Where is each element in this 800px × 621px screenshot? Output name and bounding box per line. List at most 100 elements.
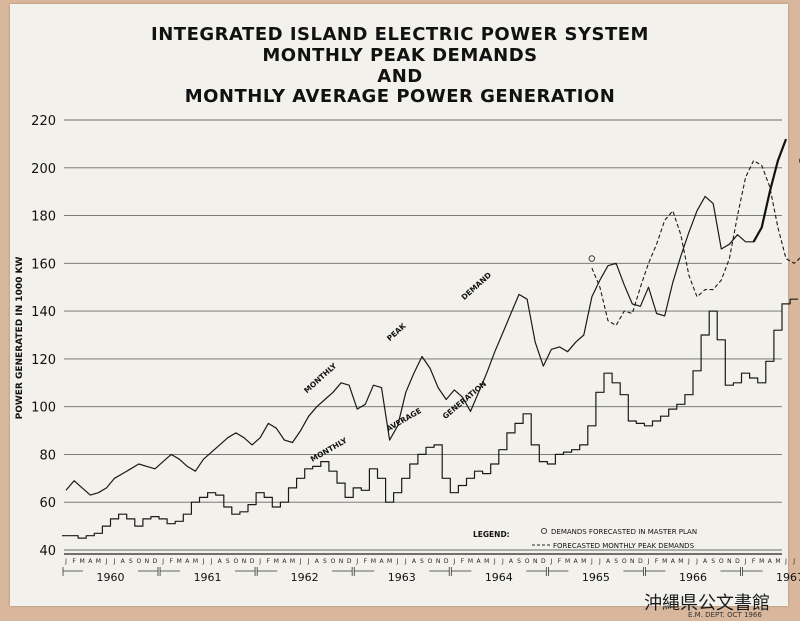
y-tick-label: 140 — [31, 305, 56, 320]
x-month-label: J — [493, 558, 496, 565]
x-month-label: M — [484, 558, 489, 565]
x-month-label: S — [711, 558, 715, 565]
x-month-label: A — [121, 558, 126, 565]
legend-entry: DEMANDS FORECASTED IN MASTER PLAN — [551, 528, 697, 536]
legend-entry: FORECASTED MONTHLY PEAK DEMANDS — [553, 542, 695, 550]
x-month-label: O — [622, 558, 627, 565]
x-month-label: N — [339, 558, 344, 565]
x-month-label: N — [242, 558, 247, 565]
x-month-label: A — [218, 558, 223, 565]
x-month-label: M — [96, 558, 101, 565]
x-year-label: 1963 — [388, 571, 416, 584]
legend-marker-circle — [540, 527, 548, 535]
x-month-label: M — [177, 558, 182, 565]
x-month-label: M — [662, 558, 667, 565]
x-month-label: F — [752, 558, 756, 565]
x-year-label: 1962 — [291, 571, 319, 584]
x-month-label: M — [274, 558, 279, 565]
series-annotations: MONTHLY PEAK DEMAND MONTHLY AVERAGE GENERATIO… — [302, 270, 493, 463]
x-month-label: A — [88, 558, 93, 565]
year-bracket — [62, 567, 159, 576]
x-month-label: F — [169, 558, 173, 565]
series-line-generation — [62, 298, 799, 539]
y-tick-label: 220 — [31, 114, 56, 129]
y-tick-label: 100 — [31, 401, 56, 416]
x-month-label: O — [428, 558, 433, 565]
x-month-label: D — [444, 558, 449, 565]
x-month-label: D — [541, 558, 546, 565]
y-axis-label: POWER GENERATED IN 1000 KW — [15, 257, 25, 420]
x-month-label: M — [678, 558, 683, 565]
x-month-label: O — [331, 558, 336, 565]
x-month-label: F — [558, 558, 562, 565]
x-month-label: M — [759, 558, 764, 565]
x-month-label: A — [477, 558, 482, 565]
x-month-label: M — [468, 558, 473, 565]
x-year-label: 1960 — [96, 571, 124, 584]
year-bracket — [256, 567, 353, 576]
x-year-label: 1965 — [582, 571, 610, 584]
x-month-label: D — [638, 558, 643, 565]
x-month-label: A — [703, 558, 708, 565]
x-month-label: J — [695, 558, 698, 565]
x-month-label: A — [282, 558, 287, 565]
series-annotation: AVERAGE — [385, 406, 423, 433]
x-month-label: A — [379, 558, 384, 565]
x-month-label: J — [647, 558, 650, 565]
x-month-label: O — [234, 558, 239, 565]
x-month-label: J — [258, 558, 261, 565]
series-line-forecast — [591, 160, 800, 326]
x-month-label: J — [784, 558, 787, 565]
year-bracket — [742, 567, 763, 576]
series-layer — [62, 138, 800, 539]
x-month-label: A — [185, 558, 190, 565]
x-month-label: J — [792, 558, 795, 565]
chart-title-line-4: MONTHLY AVERAGE POWER GENERATION — [184, 86, 616, 107]
x-month-label: D — [347, 558, 352, 565]
x-month-label: S — [614, 558, 618, 565]
x-month-label: J — [210, 558, 213, 565]
y-tick-label: 40 — [39, 544, 56, 559]
x-month-label: J — [105, 558, 108, 565]
x-month-label: S — [323, 558, 327, 565]
x-month-label: N — [727, 558, 732, 565]
x-year-label: 1964 — [485, 571, 513, 584]
x-month-label: A — [509, 558, 514, 565]
x-month-label: J — [299, 558, 302, 565]
x-month-label: J — [307, 558, 310, 565]
x-month-label: J — [396, 558, 399, 565]
year-bracket — [159, 567, 256, 576]
series-annotation: MONTHLY — [309, 436, 349, 464]
x-month-label: J — [64, 558, 67, 565]
x-month-label: N — [436, 558, 441, 565]
x-month-label: S — [129, 558, 133, 565]
x-month-label: A — [412, 558, 417, 565]
x-month-label: J — [113, 558, 116, 565]
x-month-label: J — [501, 558, 504, 565]
x-month-label: S — [226, 558, 230, 565]
grid — [64, 119, 782, 551]
x-month-label: J — [355, 558, 358, 565]
x-month-label: F — [655, 558, 659, 565]
x-month-label: J — [590, 558, 593, 565]
x-month-label: F — [267, 558, 271, 565]
master-plan-point — [588, 255, 596, 262]
year-bracket — [450, 567, 547, 576]
year-bracket — [645, 567, 741, 576]
x-month-label: D — [735, 558, 740, 565]
y-tick-label: 120 — [31, 353, 56, 368]
x-month-label: J — [598, 558, 601, 565]
x-month-label: A — [315, 558, 320, 565]
x-month-label: M — [565, 558, 570, 565]
x-month-label: J — [404, 558, 407, 565]
x-month-label: D — [250, 558, 255, 565]
series-line-peak-recent — [752, 138, 788, 243]
y-tick-label: 60 — [39, 496, 56, 511]
y-tick-label: 200 — [31, 162, 56, 177]
x-month-label: F — [72, 558, 76, 565]
series-annotation: GENERATION — [441, 379, 488, 421]
x-month-label: M — [581, 558, 586, 565]
x-month-label: M — [290, 558, 295, 565]
